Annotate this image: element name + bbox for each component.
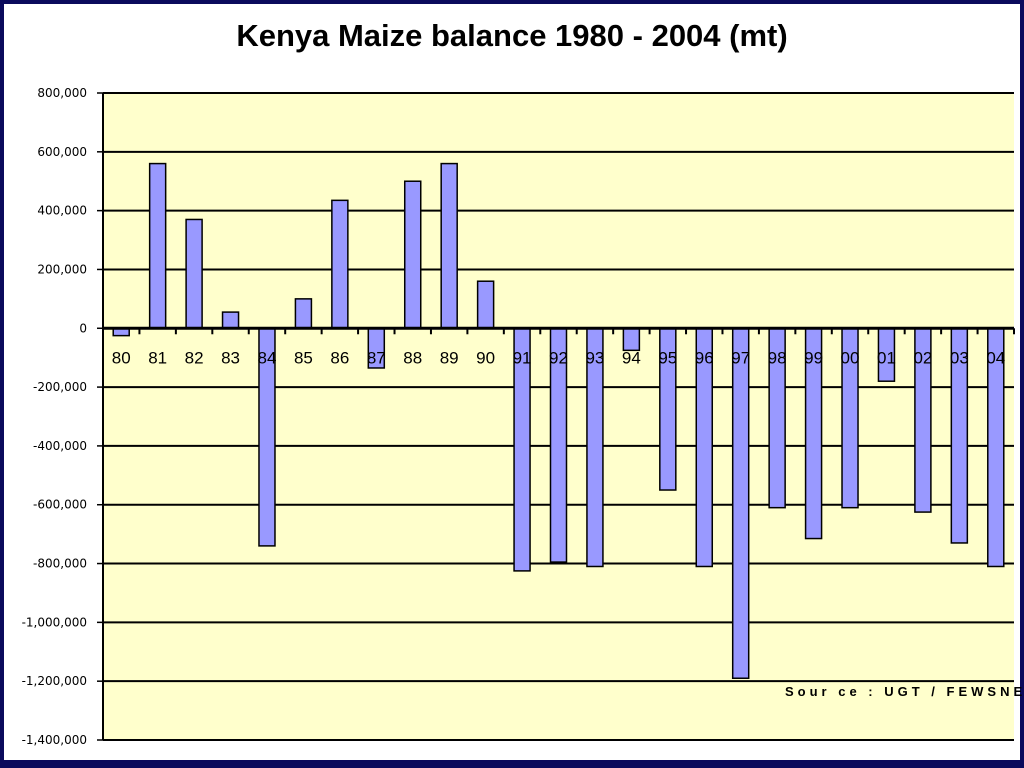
x-tick-label: 97 — [731, 348, 750, 367]
x-tick-label: 99 — [804, 348, 823, 367]
bar-97 — [731, 327, 750, 679]
y-tick-label: 0 — [79, 321, 87, 335]
x-tick-label: 91 — [513, 348, 532, 367]
y-tick-label: -1,200,000 — [22, 674, 87, 688]
y-tick-label: 400,000 — [37, 204, 87, 218]
x-tick-label: 95 — [658, 348, 677, 367]
bar-83 — [221, 311, 240, 330]
x-tick-label: 03 — [950, 348, 969, 367]
x-tick-label: 87 — [367, 348, 386, 367]
x-tick-labels: 80 81 82 83 84 85 86 87 88 89 90 91 92 93 94 95 96 97 98 99… — [112, 348, 1005, 367]
y-tick-labels: 800,000 600,000 400,000 200,000 0 -200,000 -40… — [22, 86, 87, 747]
y-tick-label: -400,000 — [33, 439, 87, 453]
y-tick-label: 600,000 — [37, 145, 87, 159]
x-tick-label: 89 — [440, 348, 459, 367]
bar-90 — [476, 280, 495, 330]
x-tick-label: 80 — [112, 348, 131, 367]
y-tick-label: 800,000 — [37, 86, 87, 100]
x-tick-label: 82 — [185, 348, 204, 367]
bar-85 — [294, 298, 313, 330]
x-tick-label: 01 — [877, 348, 896, 367]
y-tick-label: -1,000,000 — [22, 615, 87, 629]
x-tick-label: 86 — [330, 348, 349, 367]
x-tick-label: 04 — [986, 348, 1005, 367]
x-tick-label: 98 — [768, 348, 787, 367]
x-tick-label: 93 — [585, 348, 604, 367]
x-tick-label: 90 — [476, 348, 495, 367]
x-tick-label: 02 — [913, 348, 932, 367]
x-tick-label: 94 — [622, 348, 641, 367]
x-tick-label: 88 — [403, 348, 422, 367]
bar-94 — [622, 327, 641, 352]
y-tick-label: -200,000 — [33, 380, 87, 394]
x-tick-label: 84 — [258, 348, 277, 367]
bars — [112, 162, 1005, 679]
x-tick-label: 83 — [221, 348, 240, 367]
y-tick-label: -600,000 — [33, 498, 87, 512]
chart-title: Kenya Maize balance 1980 - 2004 (mt) — [236, 18, 788, 53]
x-tick-label: 81 — [148, 348, 167, 367]
bar-88 — [403, 180, 422, 330]
y-tick-label: -800,000 — [33, 557, 87, 571]
y-tick-label: -1,400,000 — [22, 733, 87, 747]
x-tick-label: 85 — [294, 348, 313, 367]
bar-89 — [440, 162, 458, 330]
x-tick-label: 92 — [549, 348, 568, 367]
x-tick-label: 96 — [695, 348, 714, 367]
y-tick-label: 200,000 — [37, 262, 87, 276]
bar-82 — [185, 218, 203, 330]
source-annotation: Sour ce : UGT / FEWSNET — [785, 684, 1024, 699]
bar-81 — [148, 162, 167, 330]
bar-86 — [331, 199, 349, 330]
x-tick-label: 00 — [841, 348, 860, 367]
axes — [97, 92, 1015, 741]
